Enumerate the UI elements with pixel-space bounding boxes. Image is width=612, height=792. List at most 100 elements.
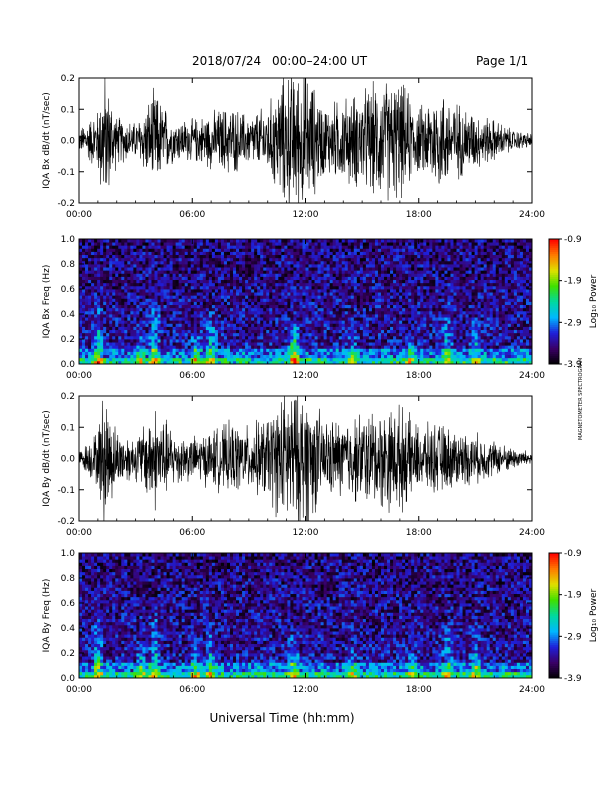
- spectrogram-cell: [393, 317, 397, 321]
- spectrogram-cell: [211, 323, 216, 327]
- spectrogram-cell: [136, 351, 140, 356]
- spectrogram-cell: [248, 345, 252, 349]
- spectrogram-cell: [359, 329, 364, 334]
- spectrogram-cell: [377, 320, 382, 324]
- spectrogram-cell: [100, 329, 104, 334]
- spectrogram-cell: [365, 329, 370, 334]
- spectrogram-cell: [211, 289, 216, 293]
- spectrogram-cell: [202, 323, 207, 327]
- spectrogram-cell: [377, 279, 382, 284]
- spectrogram-cell: [148, 295, 152, 299]
- spectrogram-cell: [91, 276, 95, 281]
- spectrogram-cell: [133, 357, 137, 362]
- spectrogram-cell: [287, 260, 291, 265]
- spectrogram-cell: [335, 335, 340, 340]
- spectrogram-cell: [214, 267, 219, 271]
- spectrogram-cell: [341, 314, 346, 318]
- spectrogram-cell: [347, 342, 352, 346]
- spectrogram-cell: [178, 301, 183, 306]
- spectrogram-cell: [97, 332, 101, 337]
- spectrogram-cell: [269, 295, 273, 299]
- spectrogram-cell: [130, 354, 134, 359]
- spectrogram-cell: [263, 314, 267, 318]
- spectrogram-cell: [417, 326, 421, 331]
- spectrogram-cell: [420, 276, 424, 281]
- spectrogram-cell: [344, 354, 349, 359]
- spectrogram-cell: [220, 314, 225, 318]
- spectrogram-cell: [263, 260, 267, 265]
- spectrogram-cell: [432, 276, 436, 281]
- spectrogram-cell: [390, 314, 394, 318]
- spectrogram-cell: [254, 292, 258, 296]
- spectrogram-cell: [384, 342, 388, 346]
- spectrogram-cell: [335, 292, 340, 296]
- spectrogram-cell: [344, 295, 349, 299]
- spectrogram-cell: [133, 254, 137, 259]
- spectrogram-cell: [190, 292, 195, 296]
- spectrogram-cell: [266, 317, 270, 321]
- spectrogram-cell: [362, 257, 367, 262]
- spectrogram-cell: [290, 248, 294, 252]
- spectrogram-cell: [239, 342, 243, 346]
- spectrogram-cell: [199, 339, 204, 343]
- spectrogram-cell: [344, 273, 349, 277]
- spectrogram-cell: [281, 354, 285, 359]
- spectrogram-cell: [199, 320, 204, 324]
- spectrogram-cell: [139, 292, 143, 296]
- spectrogram-cell: [371, 339, 376, 343]
- spectrogram-cell: [91, 304, 95, 309]
- spectrogram-cell: [178, 276, 183, 281]
- spectrogram-cell: [187, 360, 192, 365]
- spectrogram-cell: [387, 307, 391, 312]
- spectrogram-cell: [124, 357, 128, 362]
- spectrogram-cell: [356, 314, 361, 318]
- spectrogram-cell: [82, 257, 86, 262]
- spectrogram-cell: [94, 339, 98, 343]
- spectrogram-cell: [220, 326, 225, 331]
- spectrogram-cell: [405, 310, 409, 315]
- spectrogram-cell: [133, 323, 137, 327]
- spectrogram-cell: [97, 335, 101, 340]
- spectrogram-cell: [290, 295, 294, 299]
- spectrogram-cell: [414, 254, 418, 259]
- spectrogram-cell: [118, 339, 122, 343]
- spectrogram-cell: [284, 320, 288, 324]
- spectrogram-cell: [208, 307, 213, 312]
- spectrogram-cell: [269, 335, 273, 340]
- spectrogram-cell: [82, 314, 86, 318]
- spectrogram-cell: [242, 310, 246, 315]
- spectrogram-cell: [214, 301, 219, 306]
- spectrogram-cell: [299, 242, 303, 246]
- spectrogram-cell: [323, 292, 328, 296]
- spectrogram-cell: [202, 260, 207, 265]
- spectrogram-cell: [272, 314, 276, 318]
- spectrogram-cell: [362, 298, 367, 302]
- spectrogram-cell: [121, 251, 125, 256]
- spectrogram-cell: [396, 267, 400, 271]
- spectrogram-cell: [79, 260, 83, 265]
- spectrogram-cell: [106, 307, 110, 312]
- spectrogram-cell: [166, 239, 170, 243]
- spectrogram-cell: [423, 345, 427, 349]
- spectrogram-cell: [254, 289, 258, 293]
- spectrogram-cell: [450, 323, 454, 327]
- spectrogram-cell: [311, 301, 315, 306]
- spectrogram-cell: [368, 317, 373, 321]
- spectrogram-cell: [447, 320, 451, 324]
- spectrogram-cell: [214, 329, 219, 334]
- spectrogram-cell: [187, 254, 192, 259]
- spectrogram-cell: [393, 320, 397, 324]
- spectrogram-cell: [263, 248, 267, 252]
- spectrogram-cell: [374, 310, 379, 315]
- spectrogram-cell: [196, 282, 201, 287]
- spectrogram-cell: [202, 345, 207, 349]
- spectrogram-cell: [377, 342, 382, 346]
- spectrogram-cell: [326, 270, 331, 274]
- spectrogram-cell: [193, 264, 198, 268]
- spectrogram-cell: [103, 248, 107, 252]
- spectrogram-cell: [326, 279, 331, 284]
- spectrogram-cell: [326, 342, 331, 346]
- spectrogram-cell: [130, 242, 134, 246]
- spectrogram-cell: [353, 345, 358, 349]
- spectrogram-cell: [199, 279, 204, 284]
